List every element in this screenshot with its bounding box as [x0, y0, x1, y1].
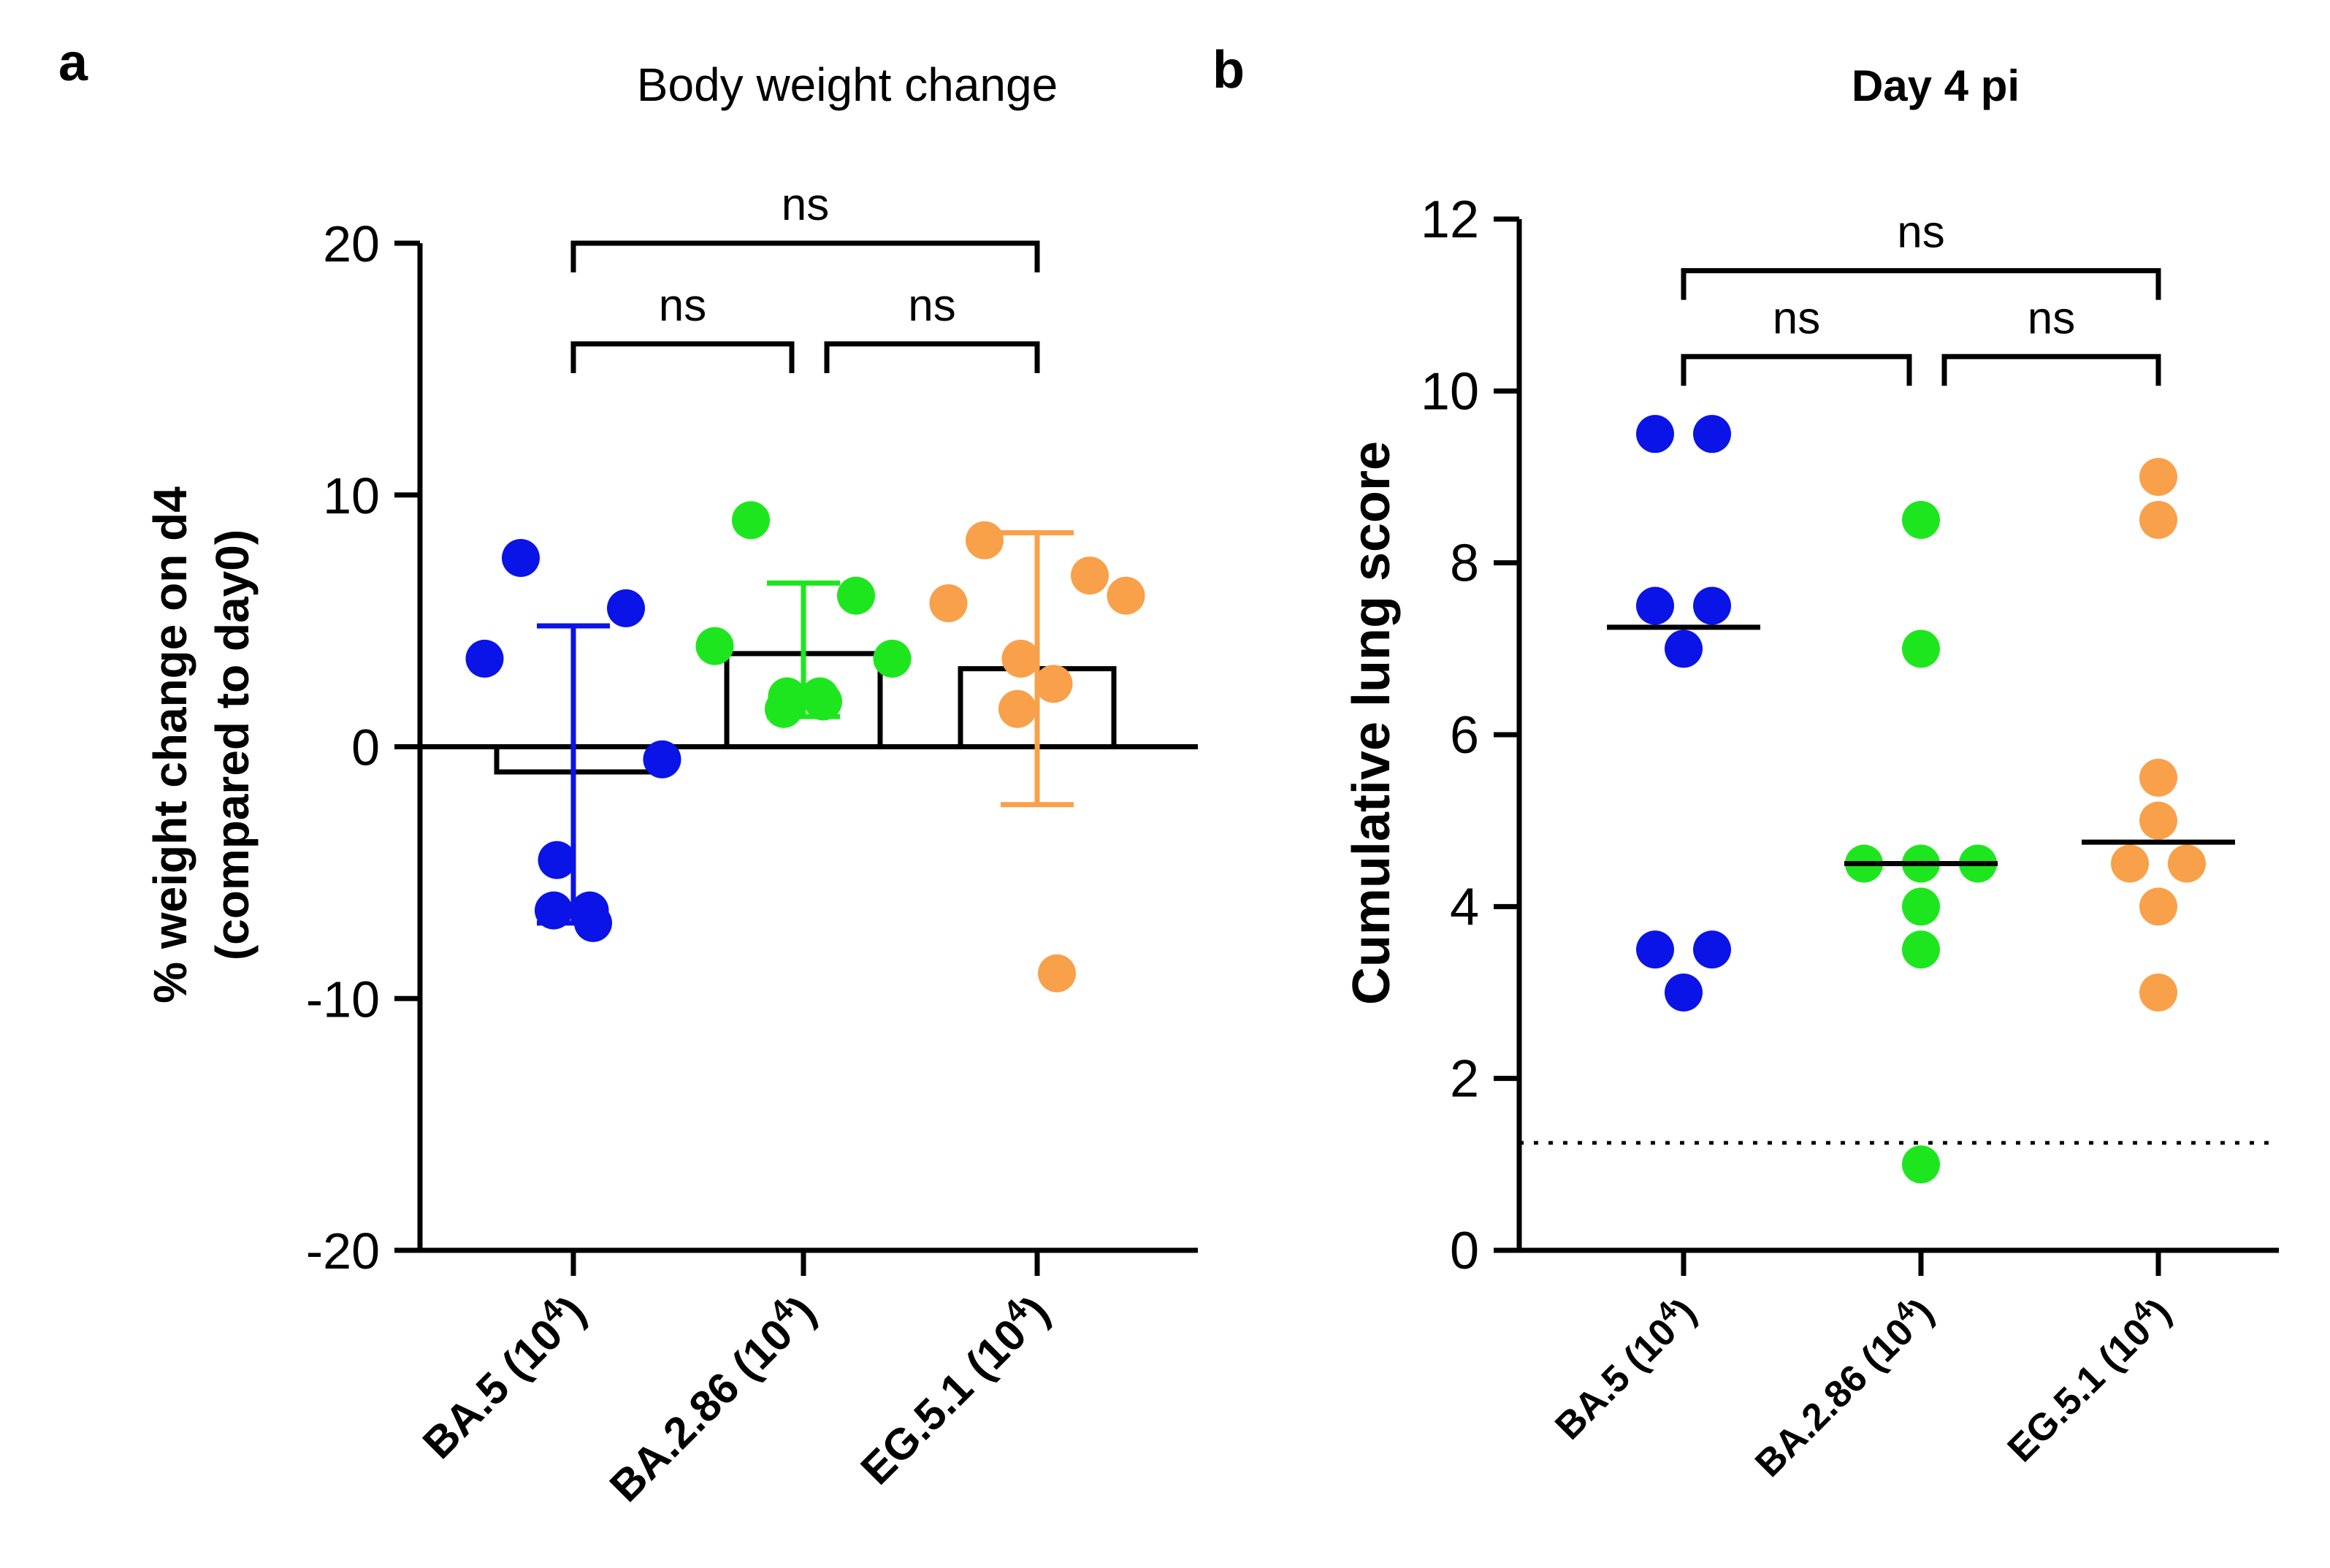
- panel-a-significance-label-0: ns: [782, 180, 829, 230]
- panel-a-point-0-2: [465, 639, 504, 678]
- panel-b-point-0-5: [1636, 930, 1674, 969]
- panel-b-point-0-4: [1665, 630, 1703, 668]
- panel-a-point-1-6: [765, 689, 803, 728]
- panel-a-point-0-4: [538, 841, 576, 879]
- panel-b-point-1-7: [1902, 1145, 1940, 1184]
- panel-a-point-0-0: [502, 538, 540, 577]
- panel-b-point-2-1: [2139, 500, 2177, 539]
- panel-a-significance-label-2: ns: [908, 280, 955, 331]
- panel-a-chart: Body weight change % weight change on d4…: [144, 58, 1198, 1511]
- panel-b-point-0-6: [1693, 930, 1731, 969]
- panel-b-y-tick-label-2: 4: [1450, 878, 1479, 936]
- panel-b-point-0-0: [1636, 415, 1674, 454]
- panel-b-point-2-7: [2139, 974, 2177, 1011]
- panel-b-point-1-6: [1902, 930, 1940, 969]
- panel-a-point-1-0: [732, 501, 770, 540]
- panel-b-point-2-3: [2139, 801, 2177, 840]
- panel-b-significance-bracket-0: [1681, 268, 2161, 300]
- panel-b-y-tick-label-6: 12: [1421, 191, 1479, 249]
- panel-b-point-0-2: [1636, 586, 1674, 625]
- panel-b-significance-label-0: ns: [1897, 207, 1944, 258]
- panel-a-point-2-0: [966, 521, 1004, 559]
- panel-a-point-2-1: [1071, 557, 1109, 595]
- panel-a-point-2-6: [998, 689, 1036, 728]
- panel-a-point-2-4: [1001, 639, 1040, 678]
- panel-a-y-tick-label-4: 20: [323, 215, 380, 272]
- panel-a-point-1-3: [873, 639, 912, 678]
- panel-b-label: b: [1212, 41, 1245, 99]
- panel-a-x-tick-label-1: BA.2.86 (104): [596, 1282, 825, 1511]
- panel-a-y-tick-label-0: -20: [306, 1223, 380, 1280]
- panel-a-point-1-7: [804, 682, 842, 721]
- panel-b-point-2-6: [2139, 887, 2177, 926]
- panel-b-point-0-1: [1693, 415, 1731, 454]
- panel-b-significance-bracket-2: [1941, 353, 2161, 386]
- panel-a-point-0-1: [607, 589, 645, 627]
- panel-b-x-tick-label-2: EG.5.1 (104): [1995, 1286, 2179, 1470]
- panel-b-point-2-4: [2111, 844, 2149, 883]
- panel-a-significance-bracket-2: [824, 341, 1040, 373]
- panel-a-label: a: [58, 34, 88, 92]
- panel-a-significance-bracket-1: [570, 341, 795, 373]
- panel-a-significance-label-1: ns: [659, 280, 706, 331]
- panel-b-y-tick-label-3: 6: [1450, 706, 1479, 765]
- panel-b-y-tick-label-1: 2: [1450, 1050, 1479, 1109]
- panel-b-point-0-3: [1693, 586, 1731, 625]
- panel-b-point-2-0: [2139, 458, 2177, 496]
- panel-a-y-axis-label-sub: (compared to day0): [206, 529, 259, 960]
- panel-b-point-2-2: [2139, 758, 2177, 797]
- panel-a-point-1-1: [837, 576, 875, 615]
- panel-b-point-1-1: [1902, 630, 1940, 668]
- panel-b-x-tick-label-0: BA.5 (104): [1543, 1286, 1704, 1447]
- panel-b-significance-label-1: ns: [1773, 293, 1820, 343]
- panel-a-y-tick-label-2: 0: [351, 719, 380, 776]
- panel-a-y-axis-label: % weight change on d4: [144, 486, 196, 1003]
- panel-b-point-0-7: [1665, 974, 1703, 1011]
- panel-b-significance-label-2: ns: [2028, 293, 2075, 343]
- panel-b-point-1-0: [1902, 500, 1940, 539]
- panel-b-x-tick-label-1: BA.2.86 (104): [1743, 1286, 1941, 1485]
- panel-a-y-tick-label-1: -10: [306, 971, 380, 1028]
- panel-a-x-tick-label-0: BA.5 (104): [409, 1282, 595, 1468]
- panel-b-point-1-5: [1902, 887, 1940, 926]
- panel-b-y-tick-label-5: 10: [1421, 362, 1479, 421]
- panel-b-significance-bracket-1: [1681, 353, 1912, 386]
- panel-a-x-tick-label-2: EG.5.1 (104): [847, 1282, 1058, 1494]
- panel-b-point-2-5: [2168, 844, 2206, 883]
- panel-b-chart: Day 4 pi Cumulative lung score 0 2 4 6 8 10 12…: [1342, 61, 2279, 1485]
- panel-a-point-1-2: [695, 627, 734, 665]
- panel-b-y-tick-label-4: 8: [1450, 535, 1479, 593]
- panel-a-point-2-2: [929, 584, 968, 622]
- panel-b-title: Day 4 pi: [1852, 61, 2020, 110]
- panel-a-y-tick-label-3: 10: [323, 467, 380, 524]
- panel-a-point-0-6: [535, 891, 573, 930]
- panel-a-point-2-5: [1034, 665, 1073, 703]
- panel-a-point-2-3: [1107, 576, 1145, 615]
- panel-b-y-axis-label: Cumulative lung score: [1342, 441, 1401, 1005]
- panel-a-point-2-7: [1038, 954, 1076, 993]
- panel-a-point-0-3: [643, 740, 681, 779]
- panel-a-significance-bracket-0: [570, 240, 1040, 272]
- panel-b-y-tick-label-0: 0: [1450, 1222, 1479, 1280]
- panel-a-title: Body weight change: [637, 58, 1058, 111]
